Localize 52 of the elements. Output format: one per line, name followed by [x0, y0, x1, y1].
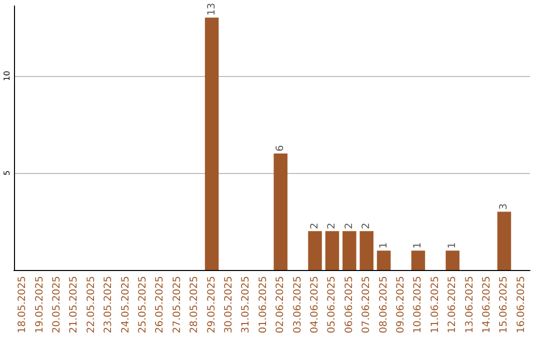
x-tick-label: 22.05.2025 — [86, 276, 97, 334]
bar — [446, 250, 460, 270]
x-tick-label: 09.06.2025 — [396, 276, 406, 334]
x-tick-label: 15.06.2025 — [498, 276, 510, 334]
x-tick-label: 03.06.2025 — [292, 276, 304, 334]
x-tick-label: 05.06.2025 — [326, 276, 338, 334]
y-tick-label: 5 — [2, 170, 12, 176]
x-tick-label: 07.06.2025 — [361, 276, 372, 334]
y-tick-label: 10 — [2, 70, 12, 81]
data-label: 13 — [206, 2, 218, 16]
x-tick-label: 19.05.2025 — [34, 276, 46, 334]
x-tick-label: 31.05.2025 — [240, 276, 252, 334]
x-tick-label: 14.06.2025 — [482, 276, 492, 334]
x-tick-label: 30.05.2025 — [224, 276, 234, 334]
bar — [342, 231, 356, 270]
bar — [274, 154, 288, 270]
bar — [325, 231, 340, 270]
bar — [360, 231, 374, 270]
x-tick-label: 26.05.2025 — [154, 276, 166, 334]
x-tick-label: 02.06.2025 — [275, 276, 286, 334]
x-tick-label: 25.05.2025 — [138, 276, 148, 334]
x-tick-label: 13.06.2025 — [464, 276, 476, 334]
x-tick-label: 28.05.2025 — [189, 276, 200, 334]
x-tick-label: 12.06.2025 — [447, 276, 458, 334]
data-label: 2 — [326, 222, 338, 230]
x-tick-label: 18.05.2025 — [17, 276, 28, 334]
x-tick-label: 10.06.2025 — [412, 276, 424, 334]
x-tick-label: 20.05.2025 — [52, 276, 62, 334]
bar — [497, 212, 512, 270]
data-label: 2 — [344, 222, 355, 230]
data-label: 1 — [447, 242, 458, 249]
x-tick-label: 27.05.2025 — [172, 276, 183, 334]
x-tick-label: 06.06.2025 — [344, 276, 355, 334]
bar — [411, 250, 426, 270]
x-tick-label: 23.05.2025 — [103, 276, 114, 334]
data-label: 6 — [275, 145, 286, 152]
bar — [376, 250, 391, 270]
x-tick-label: 16.06.2025 — [516, 276, 527, 334]
data-label: 2 — [310, 222, 320, 230]
data-label: 3 — [498, 203, 510, 210]
x-tick-label: 29.05.2025 — [206, 276, 218, 334]
x-tick-label: 21.05.2025 — [68, 276, 80, 334]
x-tick-label: 11.06.2025 — [430, 276, 441, 334]
x-tick-label: 04.06.2025 — [310, 276, 320, 334]
data-label: 2 — [361, 222, 372, 230]
x-tick-label: 01.06.2025 — [258, 276, 269, 334]
data-label: 1 — [378, 242, 390, 249]
data-label: 1 — [412, 242, 424, 249]
bar — [308, 231, 322, 270]
bar — [204, 18, 219, 270]
x-tick-label: 24.05.2025 — [120, 276, 132, 334]
x-tick-label: 08.06.2025 — [378, 276, 390, 334]
